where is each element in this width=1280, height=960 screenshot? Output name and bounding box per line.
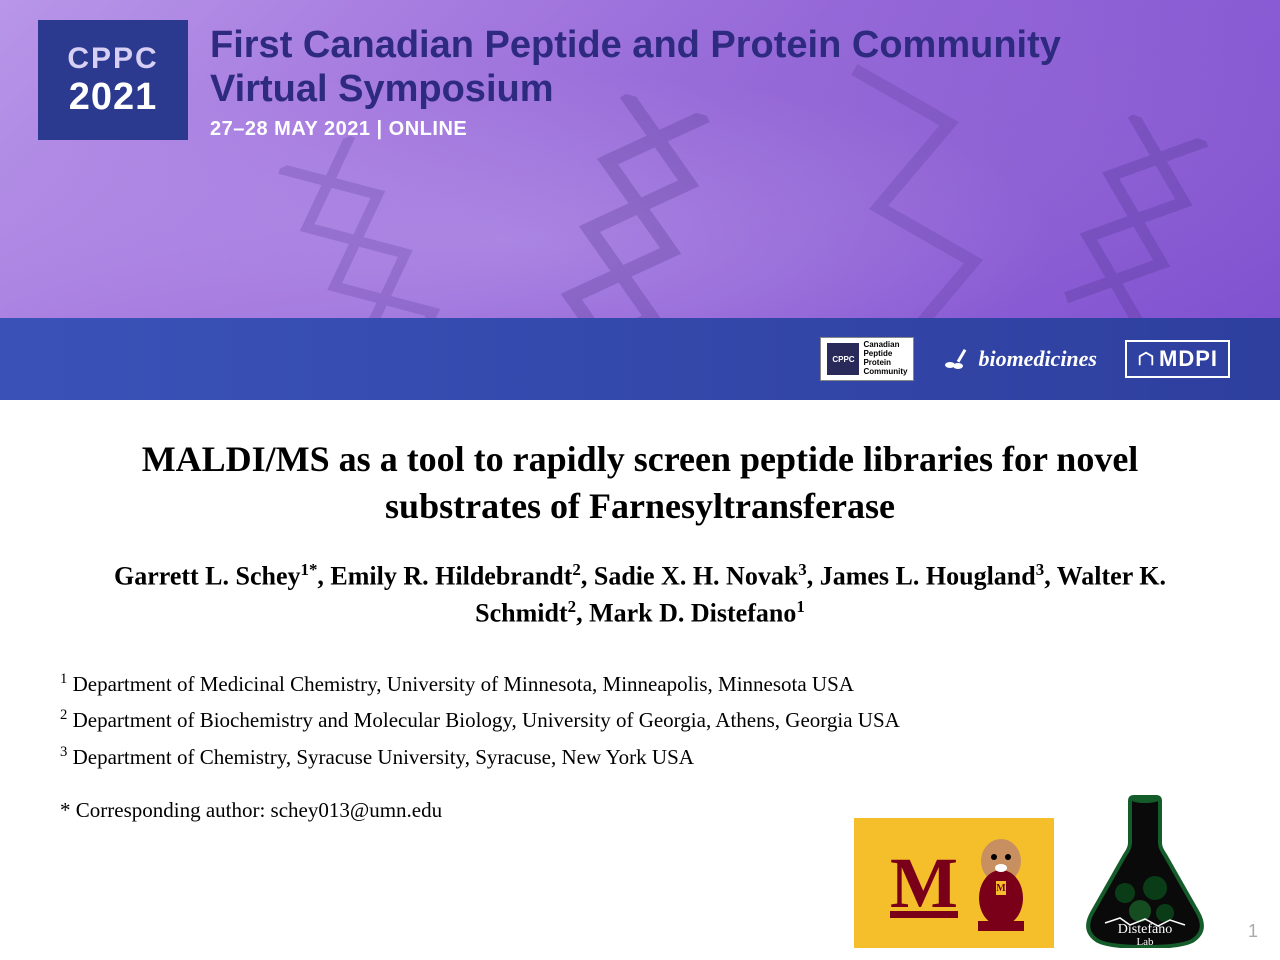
conference-banner: CPPC 2021 First Canadian Peptide and Pro… [0, 0, 1280, 400]
sponsor-cppc: CPPC Canadian Peptide Protein Community [820, 337, 914, 381]
paper-title: MALDI/MS as a tool to rapidly screen pep… [60, 436, 1220, 530]
conference-date: 27–28 MAY 2021 | ONLINE [210, 118, 467, 141]
lab-name-text: Distefano [1118, 922, 1172, 937]
cppc-logo-badge: CPPC 2021 [38, 20, 188, 140]
sponsor-mdpi: MDPI [1125, 340, 1230, 378]
sponsor-biomedicines: biomedicines [942, 346, 1097, 372]
cppc-text: Canadian Peptide Protein Community [863, 341, 907, 376]
affiliations: 1 Department of Medicinal Chemistry, Uni… [60, 666, 1220, 776]
page-number: 1 [1248, 921, 1258, 942]
mdpi-icon [1137, 350, 1155, 368]
umn-m-letter: M [890, 842, 958, 925]
umn-logo: M M [854, 818, 1054, 948]
svg-text:M: M [996, 883, 1006, 894]
distefano-lab-logo: Distefano Lab [1070, 793, 1220, 948]
logo-line1: CPPC [67, 42, 158, 76]
slide-content: MALDI/MS as a tool to rapidly screen pep… [0, 400, 1280, 823]
affiliation-3: 3 Department of Chemistry, Syracuse Univ… [60, 739, 1220, 776]
authors: Garrett L. Schey1*, Emily R. Hildebrandt… [60, 558, 1220, 632]
logo-line2: 2021 [69, 76, 158, 119]
mdpi-label: MDPI [1159, 346, 1218, 372]
conference-title: First Canadian Peptide and Protein Commu… [210, 24, 1110, 111]
cppc-icon: CPPC [827, 343, 859, 375]
biomedicines-label: biomedicines [978, 346, 1097, 372]
affiliation-1: 1 Department of Medicinal Chemistry, Uni… [60, 666, 1220, 703]
lab-sub-text: Lab [1136, 936, 1154, 948]
affiliation-2: 2 Department of Biochemistry and Molecul… [60, 702, 1220, 739]
sponsor-bar: CPPC Canadian Peptide Protein Community … [0, 318, 1280, 400]
footer-logos: M M Distefano Lab [854, 793, 1220, 948]
pills-icon [942, 347, 972, 371]
gopher-mascot-icon: M [966, 833, 1036, 933]
